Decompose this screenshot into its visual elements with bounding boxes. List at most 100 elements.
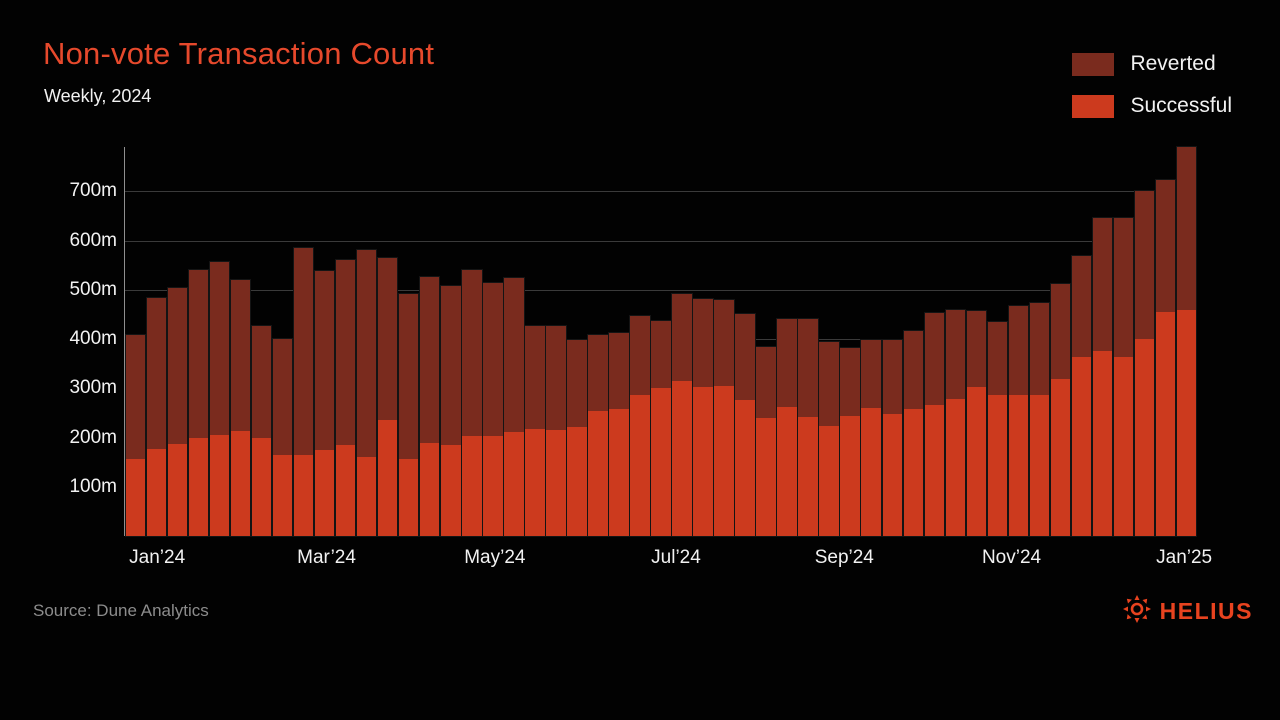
y-axis-label: 200m xyxy=(69,426,117,448)
successful-segment xyxy=(420,442,440,536)
reverted-segment xyxy=(819,341,839,427)
reverted-segment xyxy=(672,293,692,381)
successful-segment xyxy=(987,395,1007,536)
reverted-segment xyxy=(777,318,797,407)
reverted-segment xyxy=(504,277,524,432)
bar-week-50 xyxy=(1154,179,1177,537)
successful-segment xyxy=(462,435,482,536)
x-axis-label: Jan’25 xyxy=(1156,547,1213,568)
successful-segment xyxy=(125,459,146,536)
bar-week-40 xyxy=(944,309,966,537)
brand-logo: HELIUS xyxy=(1122,595,1253,628)
reverted-segment xyxy=(335,259,356,445)
reverted-segment xyxy=(167,287,188,445)
successful-segment xyxy=(293,455,314,536)
bar-week-51 xyxy=(1175,146,1198,537)
bar-week-17 xyxy=(461,269,483,537)
successful-segment xyxy=(1113,356,1134,536)
bar-week-28 xyxy=(692,297,714,537)
y-axis-line xyxy=(124,147,125,536)
reverted-segment xyxy=(840,347,860,417)
successful-segment xyxy=(209,435,230,536)
successful-segment xyxy=(1050,379,1071,536)
reverted-segment xyxy=(651,321,671,389)
bar-week-13 xyxy=(377,256,399,537)
reverted-segment xyxy=(209,262,230,436)
legend-item-reverted: Reverted xyxy=(1072,52,1232,76)
reverted-segment xyxy=(987,321,1007,396)
reverted-segment xyxy=(378,257,398,421)
reverted-segment xyxy=(693,298,713,387)
successful-segment xyxy=(357,456,377,536)
bar-week-4 xyxy=(187,268,210,537)
x-axis-label: Jul’24 xyxy=(651,547,701,568)
legend-item-successful: Successful xyxy=(1072,94,1232,118)
bar-week-5 xyxy=(208,261,231,537)
legend: Reverted Successful xyxy=(1072,52,1232,136)
bar-week-7 xyxy=(250,324,273,537)
successful-segment xyxy=(924,405,944,536)
successful-segment xyxy=(504,431,524,536)
successful-segment xyxy=(903,409,923,536)
page-subtitle: Weekly, 2024 xyxy=(44,86,152,106)
helius-sun-icon xyxy=(1122,595,1151,628)
bar-week-23 xyxy=(587,333,609,537)
bar-week-45 xyxy=(1049,282,1072,537)
y-axis-label: 500m xyxy=(69,278,117,300)
successful-segment xyxy=(399,459,419,536)
reverted-segment xyxy=(1092,217,1113,351)
reverted-segment xyxy=(525,325,545,429)
successful-segment xyxy=(525,428,545,536)
bar-week-46 xyxy=(1070,255,1093,537)
bar-week-39 xyxy=(923,311,945,537)
brand-wordmark: HELIUS xyxy=(1159,598,1253,624)
bar-week-11 xyxy=(334,258,357,537)
successful-segment xyxy=(672,380,692,536)
gridline-600m xyxy=(125,240,1197,242)
bar-week-42 xyxy=(986,320,1009,537)
bar-week-24 xyxy=(608,332,630,537)
reverted-segment xyxy=(1155,180,1176,313)
reverted-segment xyxy=(588,334,608,411)
reverted-segment xyxy=(230,279,251,431)
reverted-segment xyxy=(1008,306,1029,396)
y-axis-label: 300m xyxy=(69,377,117,399)
successful-segment xyxy=(588,410,608,536)
reverted-segment xyxy=(1113,217,1134,357)
reverted-segment xyxy=(1050,283,1071,380)
reverted-segment xyxy=(546,325,566,430)
source-credit: Source: Dune Analytics xyxy=(33,601,209,620)
bar-week-26 xyxy=(650,320,672,537)
bar-week-36 xyxy=(860,339,882,537)
reverted-segment xyxy=(251,325,272,438)
bar-week-16 xyxy=(440,284,462,537)
reverted-segment xyxy=(945,310,965,399)
bar-week-27 xyxy=(671,292,693,537)
reverted-segment xyxy=(798,318,818,417)
bar-week-49 xyxy=(1133,190,1156,537)
page-title: Non-vote Transaction Count xyxy=(43,36,435,71)
reverted-segment xyxy=(861,340,881,409)
bar-week-9 xyxy=(292,246,315,537)
y-axis-label: 600m xyxy=(69,229,117,251)
successful-segment xyxy=(651,388,671,536)
bar-week-44 xyxy=(1028,301,1051,537)
successful-segment xyxy=(735,400,755,536)
reverted-segment xyxy=(272,339,293,456)
legend-label: Reverted xyxy=(1130,52,1216,75)
y-axis-label: 400m xyxy=(69,328,117,350)
reverted-segment xyxy=(420,276,440,443)
legend-label: Successful xyxy=(1130,94,1232,117)
reverted-segment xyxy=(146,298,167,450)
reverted-segment xyxy=(314,271,335,451)
bar-week-10 xyxy=(313,270,336,537)
reverted-segment xyxy=(125,334,146,460)
successful-segment xyxy=(1176,310,1197,536)
reverted-segment xyxy=(882,339,902,415)
y-axis-label: 100m xyxy=(69,475,117,497)
successful-segment xyxy=(882,414,902,536)
successful-segment xyxy=(314,450,335,536)
successful-segment xyxy=(945,398,965,536)
